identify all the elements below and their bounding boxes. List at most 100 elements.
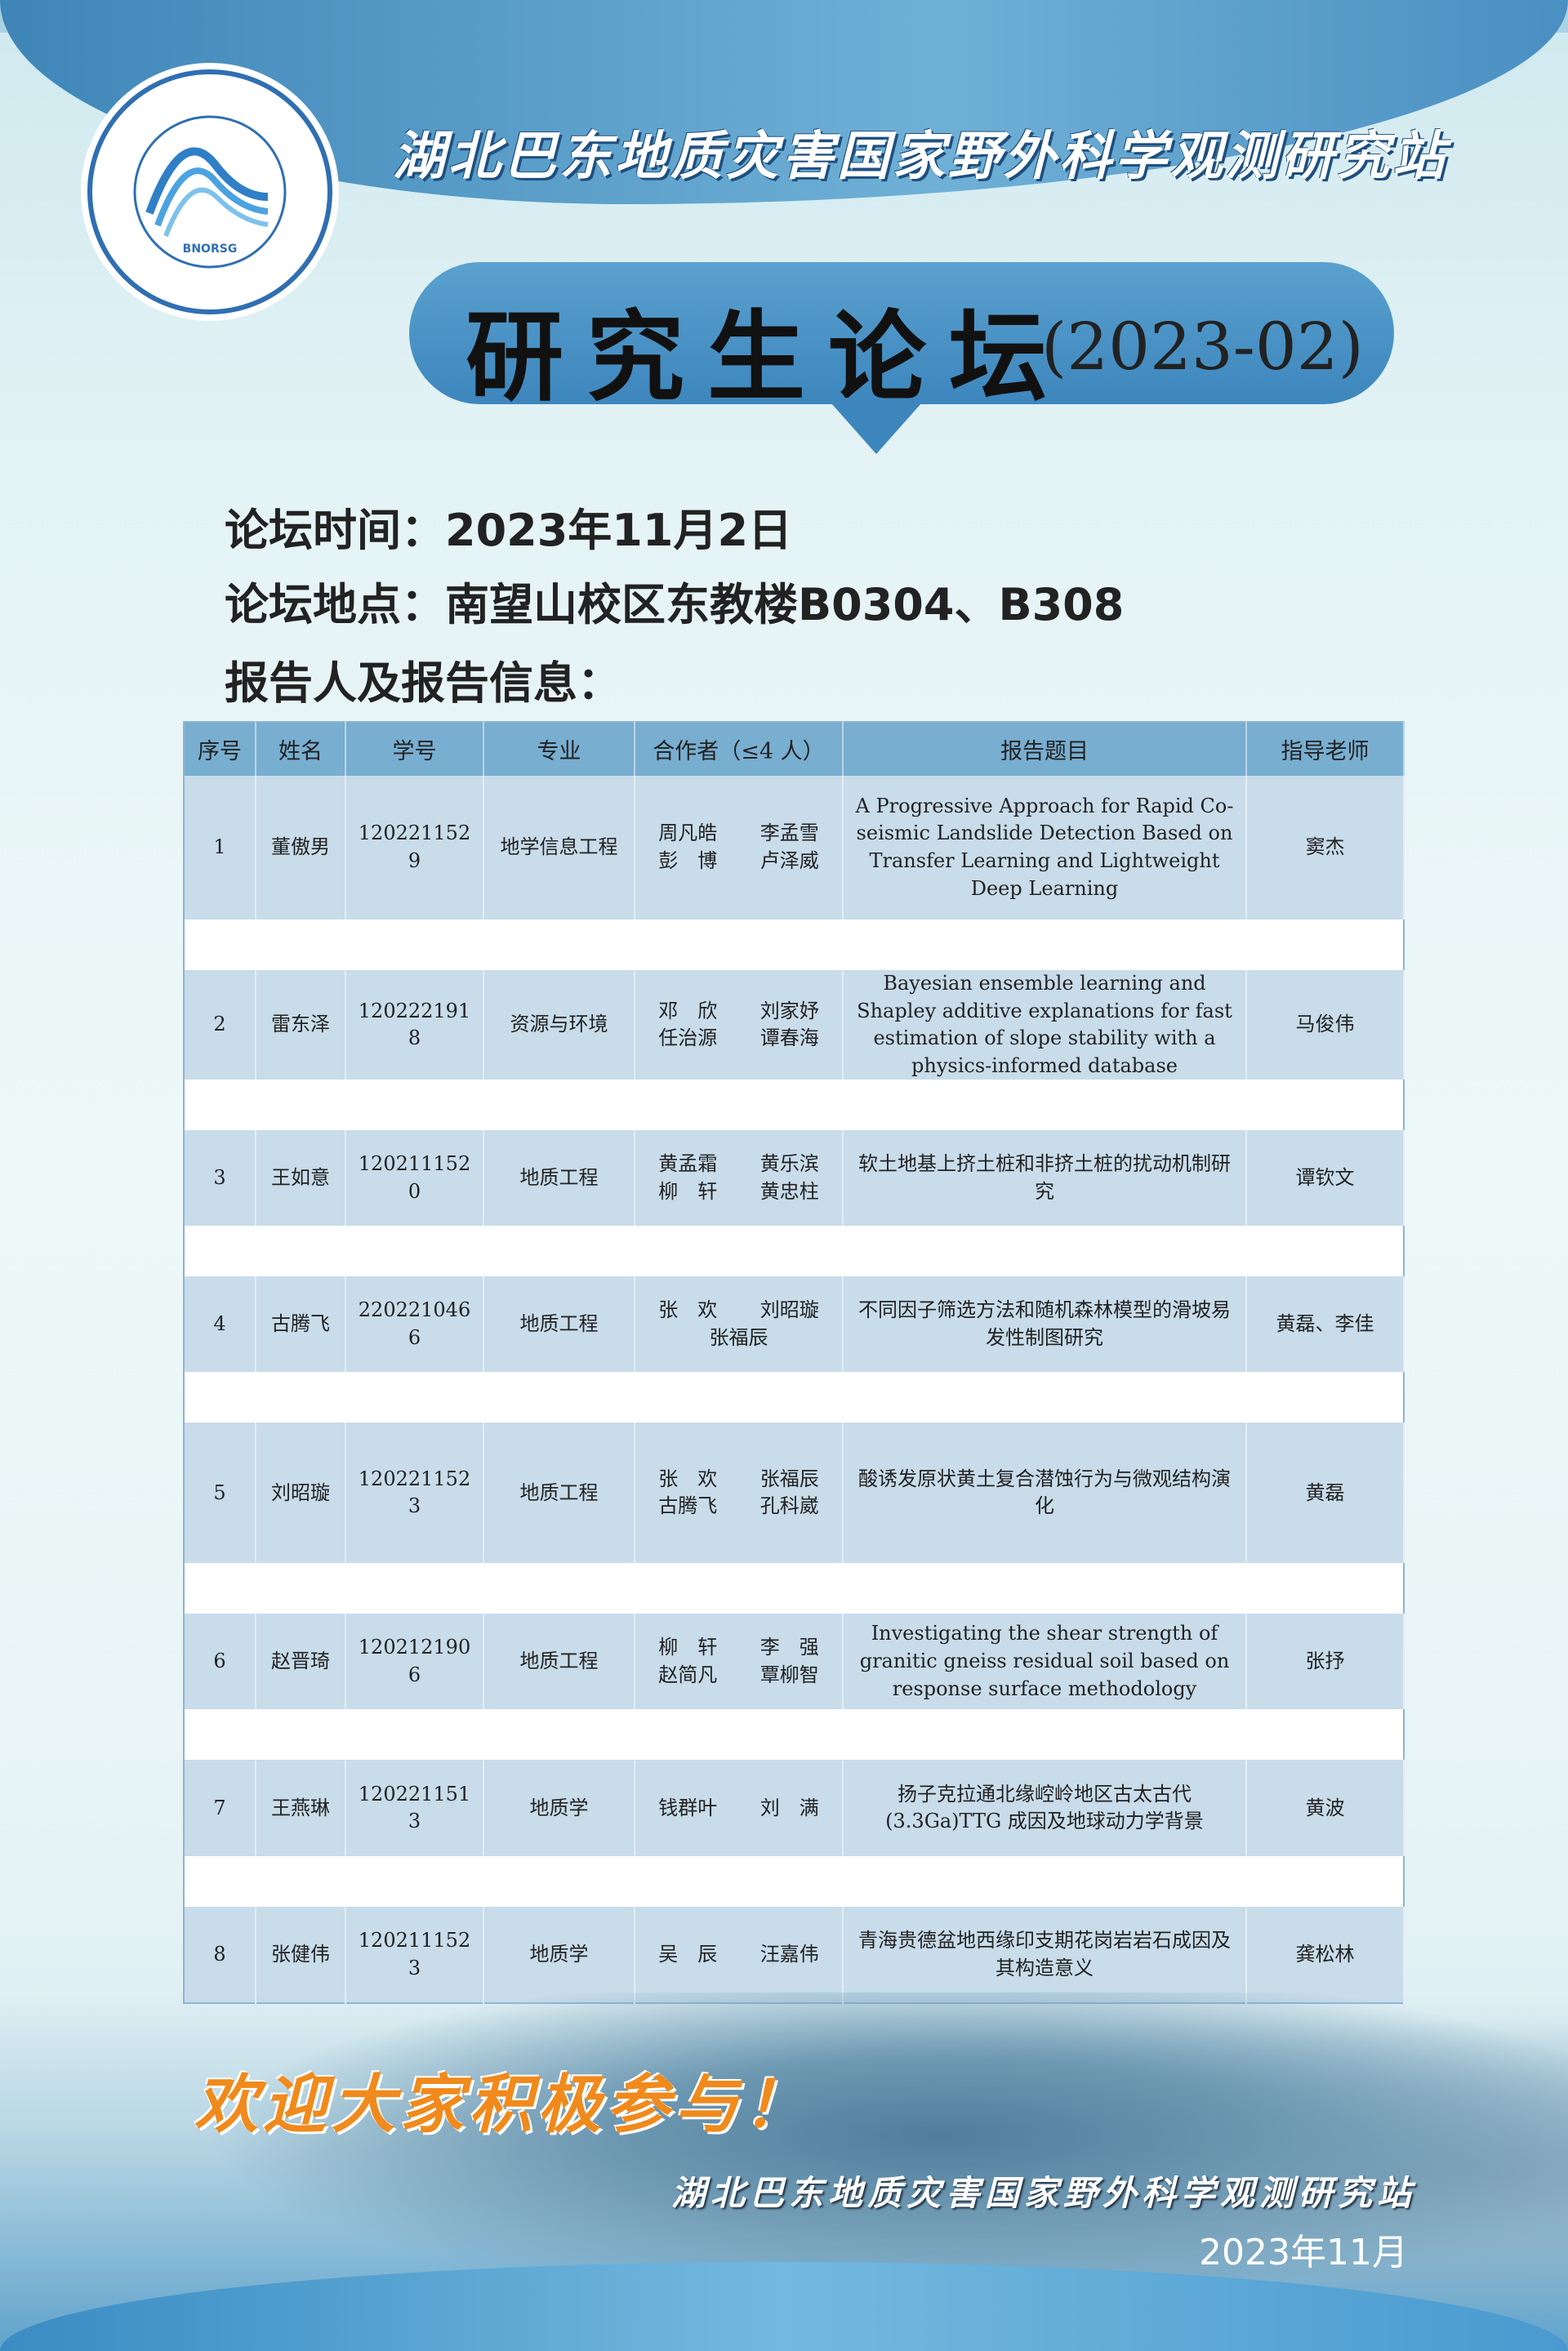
wave-logo-icon: BNORSG xyxy=(133,115,287,269)
coauthor: 柳 轩 xyxy=(658,1179,718,1203)
spacer-cell xyxy=(184,919,1404,970)
coauthor-list: 黄孟霜 黄乐滨柳 轩 黄忠柱 xyxy=(645,1151,832,1205)
coauthor: 张福辰 xyxy=(709,1325,768,1349)
coauthor-list: 钱群叶 刘 满 xyxy=(645,1795,832,1823)
forum-place: 论坛地点：南望山校区东教楼B0304、B308 xyxy=(225,579,1125,630)
cell-name: 赵晋琦 xyxy=(256,1614,346,1710)
cell-coauthors: 吴 辰 汪嘉伟 xyxy=(635,1907,844,2004)
coauthor-list: 周凡皓 李孟雪彭 博 卢泽威 xyxy=(645,820,832,875)
coauthor-list: 吴 辰 汪嘉伟 xyxy=(645,1941,832,1969)
column-header: 合作者（≤4 人） xyxy=(635,722,844,776)
cell-advisor: 黄磊 xyxy=(1246,1423,1405,1564)
cell-id: 1202221918 xyxy=(345,970,484,1080)
coauthor: 覃柳智 xyxy=(760,1663,819,1686)
cell-title: 青海贵德盆地西缘印支期花岗岩岩石成因及其构造意义 xyxy=(843,1907,1247,2004)
spacer-cell xyxy=(184,1080,1404,1131)
banner-pointer xyxy=(831,403,921,454)
column-header: 专业 xyxy=(483,722,635,776)
coauthor: 周凡皓 xyxy=(658,822,718,845)
cell-advisor: 黄波 xyxy=(1246,1760,1405,1857)
cell-title: Investigating the shear strength of gran… xyxy=(843,1614,1247,1710)
cell-advisor: 窦杰 xyxy=(1246,776,1405,919)
coauthor: 黄乐滨 xyxy=(760,1152,819,1176)
cell-coauthors: 柳 轩 李 强赵简凡 覃柳智 xyxy=(635,1614,844,1710)
coauthor-list: 张 欢 张福辰古腾飞 孔科崴 xyxy=(645,1466,832,1521)
cell-id: 1202211513 xyxy=(345,1760,484,1857)
cell-coauthors: 周凡皓 李孟雪彭 博 卢泽威 xyxy=(635,776,844,919)
cell-major: 地学信息工程 xyxy=(483,776,635,919)
table-row: 5 刘昭璇 1202211523 地质工程张 欢 张福辰 古腾飞 孔科崴 酸诱发原状黄土复合潜… xyxy=(184,1423,1405,1564)
cell-id: 1202111520 xyxy=(345,1130,484,1227)
forum-time: 论坛时间：2023年11月2日 xyxy=(225,505,793,556)
spacer-cell xyxy=(184,1372,1404,1423)
column-header: 学号 xyxy=(345,722,484,776)
table-header: 序号 姓名 学号 专业 合作者（≤4 人） 报告题目 指导老师 xyxy=(184,722,1405,776)
cell-name: 雷东泽 xyxy=(256,970,346,1080)
cell-major: 地质学 xyxy=(483,1760,635,1857)
cell-name: 古腾飞 xyxy=(256,1276,346,1373)
cell-major: 地质工程 xyxy=(483,1614,635,1710)
coauthor: 吴 辰 xyxy=(658,1943,718,1966)
cell-id: 1202211523 xyxy=(345,1423,484,1564)
table-row: 6 赵晋琦 1202121906 地质工程柳 轩 李 强赵简凡 覃柳智 Investigat… xyxy=(184,1614,1405,1710)
cell-major: 资源与环境 xyxy=(483,970,635,1080)
coauthor: 彭 博 xyxy=(658,849,718,872)
cell-title: 不同因子筛选方法和随机森林模型的滑坡易发性制图研究 xyxy=(843,1276,1247,1373)
table-row: 8 张健伟 1202111523 地质学吴 辰 汪嘉伟 青海贵德盆地西缘印支期花岗岩岩石成… xyxy=(184,1907,1405,2004)
cell-coauthors: 张 欢 张福辰古腾飞 孔科崴 xyxy=(635,1423,844,1564)
cell-id: 1202111523 xyxy=(345,1907,484,2004)
column-header: 指导老师 xyxy=(1246,722,1405,776)
coauthor: 刘昭璇 xyxy=(760,1298,819,1322)
coauthor: 古腾飞 xyxy=(658,1494,718,1518)
cell-major: 地质工程 xyxy=(483,1423,635,1564)
row-spacer xyxy=(184,1226,1404,1277)
logo-abbr: BNORSG xyxy=(183,243,238,256)
coauthor: 谭春海 xyxy=(760,1026,819,1050)
column-header: 报告题目 xyxy=(843,722,1247,776)
coauthor: 刘家妤 xyxy=(760,999,819,1022)
coauthor: 汪嘉伟 xyxy=(760,1943,819,1966)
cell-no: 1 xyxy=(184,776,256,919)
coauthor: 张福辰 xyxy=(760,1467,819,1490)
column-header: 姓名 xyxy=(256,722,346,776)
row-spacer xyxy=(184,1563,1404,1614)
coauthor: 刘 满 xyxy=(760,1796,819,1819)
cell-no: 5 xyxy=(184,1423,256,1564)
table-row: 7 王燕琳 1202211513 地质学 钱群叶 刘 满 扬子克拉通北缘崆岭地区古太古代(3… xyxy=(184,1760,1405,1857)
cell-title: A Progressive Approach for Rapid Co-seis… xyxy=(843,776,1247,919)
coauthor: 孔科崴 xyxy=(760,1494,819,1518)
coauthor: 赵简凡 xyxy=(658,1663,718,1686)
report-table: 序号 姓名 学号 专业 合作者（≤4 人） 报告题目 指导老师 1 董傲男 1202211529… xyxy=(183,721,1405,2005)
cell-name: 董傲男 xyxy=(256,776,346,919)
station-name: 湖北巴东地质灾害国家野外科学观测研究站 xyxy=(393,126,1448,187)
table-row: 4 古腾飞 2202210466 地质工程张 欢 刘昭璇 张福辰 不同因子筛选方法和随机森林… xyxy=(184,1276,1405,1373)
cell-coauthors: 张 欢 刘昭璇 张福辰 xyxy=(635,1276,844,1373)
cell-id: 1202121906 xyxy=(345,1614,484,1710)
cell-no: 2 xyxy=(184,970,256,1080)
coauthor: 李 强 xyxy=(760,1636,819,1659)
forum-title: 研究生论坛 xyxy=(466,300,1070,415)
cell-no: 7 xyxy=(184,1760,256,1857)
coauthor: 邓 欣 xyxy=(658,999,718,1022)
coauthor: 卢泽威 xyxy=(760,849,819,872)
coauthor-list: 张 欢 刘昭璇 张福辰 xyxy=(645,1297,832,1351)
row-spacer xyxy=(184,1856,1404,1908)
cell-major: 地质学 xyxy=(483,1907,635,2004)
cell-id: 2202210466 xyxy=(345,1276,484,1373)
cell-advisor: 张抒 xyxy=(1246,1614,1405,1710)
footer-station-name: 湖北巴东地质灾害国家野外科学观测研究站 xyxy=(671,2173,1417,2213)
coauthor: 黄忠柱 xyxy=(760,1179,819,1203)
row-spacer xyxy=(184,919,1404,970)
coauthor: 张 欢 xyxy=(658,1467,718,1490)
station-logo: BNORSG xyxy=(87,69,332,314)
cell-id: 1202211529 xyxy=(345,776,484,919)
row-spacer xyxy=(184,1080,1404,1131)
cell-title: 软土地基上挤土桩和非挤土桩的扰动机制研究 xyxy=(843,1130,1247,1227)
cell-major: 地质工程 xyxy=(483,1130,635,1227)
cell-no: 6 xyxy=(184,1614,256,1710)
spacer-cell xyxy=(184,1226,1404,1277)
footer-date: 2023年11月 xyxy=(1199,2232,1408,2273)
cell-no: 4 xyxy=(184,1276,256,1373)
table-row: 2 雷东泽 1202221918 资源与环境邓 欣 刘家妤 任治源 谭春海 Bayesian … xyxy=(184,970,1405,1080)
row-spacer xyxy=(184,1709,1404,1761)
